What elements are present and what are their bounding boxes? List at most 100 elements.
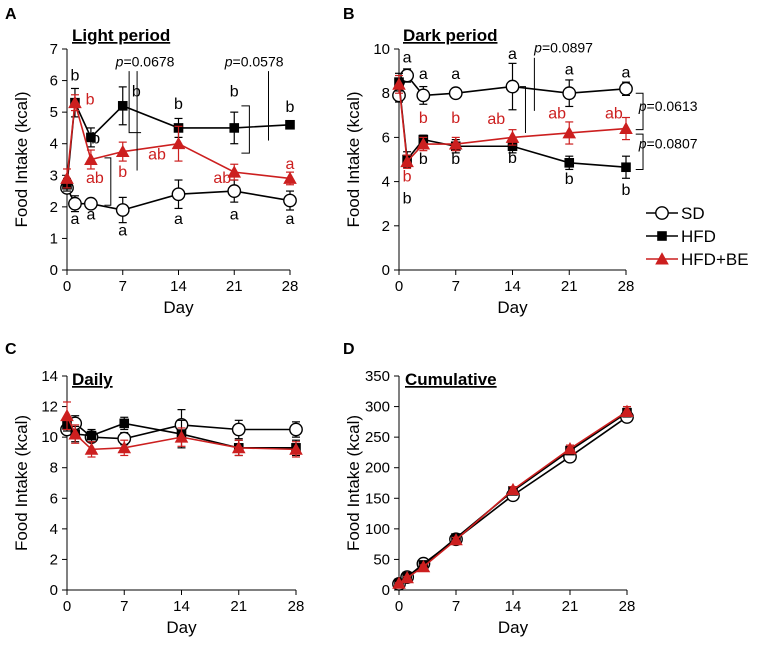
x-tick-label: 7 (452, 598, 460, 615)
significance-bracket (635, 133, 644, 170)
significance-letter: b (91, 131, 100, 148)
data-point-circle (115, 203, 130, 217)
y-tick-label: 6 (382, 129, 390, 146)
significance-letter: a (419, 66, 428, 83)
legend-item-sd: SD (646, 204, 705, 223)
data-point-circle (289, 422, 303, 437)
x-axis-title: Day (497, 298, 528, 317)
y-tick-label: 0 (382, 582, 390, 599)
y-tick-label: 7 (50, 41, 58, 58)
significance-letter: a (118, 222, 127, 239)
data-point-circle (68, 196, 82, 211)
y-tick-label: 300 (365, 399, 390, 416)
significance-letter: b (71, 68, 80, 85)
y-tick-label: 100 (365, 521, 390, 538)
x-tick-label: 21 (562, 598, 579, 615)
x-tick-label: 28 (288, 598, 305, 615)
y-axis-title: Food Intake (kcal) (12, 415, 31, 551)
y-tick-label: 8 (382, 85, 390, 102)
legend-label: SD (681, 204, 705, 223)
y-axis-title: Food Intake (kcal) (344, 415, 363, 551)
y-tick-label: 350 (365, 368, 390, 385)
x-tick-label: 0 (395, 278, 403, 295)
x-tick-label: 0 (63, 278, 71, 295)
significance-bracket (519, 86, 526, 133)
significance-letter: ab (548, 106, 566, 123)
data-point-triangle (449, 533, 463, 546)
significance-letter: a (86, 206, 95, 223)
significance-bracket (104, 157, 112, 206)
data-point-triangle (227, 165, 242, 178)
chart-panel-d: D Cumulative 0 50 100 150 200 250 300 350 0 7 14 21 28… (343, 341, 635, 637)
y-tick-label: 250 (365, 429, 390, 446)
y-tick-label: 3 (50, 167, 58, 184)
panel-title: Light period (72, 26, 170, 45)
x-tick-label: 14 (173, 598, 190, 615)
x-tick-label: 28 (619, 598, 636, 615)
data-point-triangle (400, 154, 414, 168)
data-point-circle (416, 88, 431, 103)
panel-letter: A (5, 6, 17, 23)
significance-letter: a (403, 49, 412, 66)
legend-item-hfd: HFD (646, 227, 716, 246)
significance-letter: ab (213, 170, 231, 187)
x-tick-label: 21 (226, 278, 243, 295)
data-point-triangle (562, 126, 577, 139)
y-tick-label: 2 (382, 218, 390, 235)
significance-letter: a (508, 46, 517, 63)
y-tick-label: 10 (373, 41, 390, 58)
significance-letter: b (451, 110, 460, 127)
significance-letter: b (86, 91, 95, 108)
significance-letter: a (286, 156, 295, 173)
y-tick-label: 4 (50, 136, 58, 153)
x-tick-label: 21 (230, 598, 247, 615)
data-point-triangle (283, 171, 297, 184)
p-value-annotation: p=0.0807 (638, 135, 698, 151)
significance-bracket (241, 105, 250, 154)
x-tick-label: 0 (395, 598, 403, 615)
y-tick-label: 150 (365, 490, 390, 507)
significance-letter: a (71, 211, 80, 228)
significance-letter: a (451, 66, 460, 83)
data-point-triangle (448, 137, 463, 150)
x-tick-label: 28 (618, 278, 635, 295)
y-tick-label: 50 (373, 551, 390, 568)
data-point-triangle (619, 121, 633, 134)
significance-letter: ab (605, 106, 623, 123)
legend-marker-circle (655, 206, 669, 220)
y-tick-label: 6 (50, 490, 58, 507)
data-point-circle (562, 86, 577, 101)
legend-label: HFD+BE (681, 250, 749, 269)
panel-title: Dark period (403, 26, 497, 45)
y-tick-label: 10 (41, 429, 58, 446)
y-axis-title: Food Intake (kcal) (344, 91, 363, 227)
data-point-triangle (416, 559, 431, 573)
significance-letter: a (174, 211, 183, 228)
significance-letter: b (286, 99, 295, 116)
significance-letter: b (174, 96, 183, 113)
data-point-triangle (392, 77, 406, 90)
data-point-circle (231, 422, 246, 437)
data-point-circle (171, 187, 186, 202)
y-tick-label: 4 (382, 174, 390, 191)
series-hfd-be (60, 401, 303, 458)
data-point-triangle (505, 130, 520, 143)
significance-letter: b (451, 151, 460, 168)
data-point-triangle (400, 570, 414, 584)
legend: SD HFD HFD+BE (646, 204, 749, 269)
data-point-square (507, 141, 518, 152)
data-point-triangle (84, 152, 98, 165)
x-axis-title: Day (163, 298, 194, 317)
significance-letter: b (508, 150, 517, 167)
significance-letter: a (230, 206, 239, 223)
data-point-square (119, 418, 130, 429)
data-point-triangle (416, 137, 431, 150)
x-tick-label: 14 (170, 278, 187, 295)
x-axis-title: Day (498, 618, 529, 637)
significance-letter: b (419, 110, 428, 127)
x-tick-label: 0 (63, 598, 71, 615)
series-hfd-be (392, 404, 634, 589)
data-point-square (229, 123, 240, 133)
